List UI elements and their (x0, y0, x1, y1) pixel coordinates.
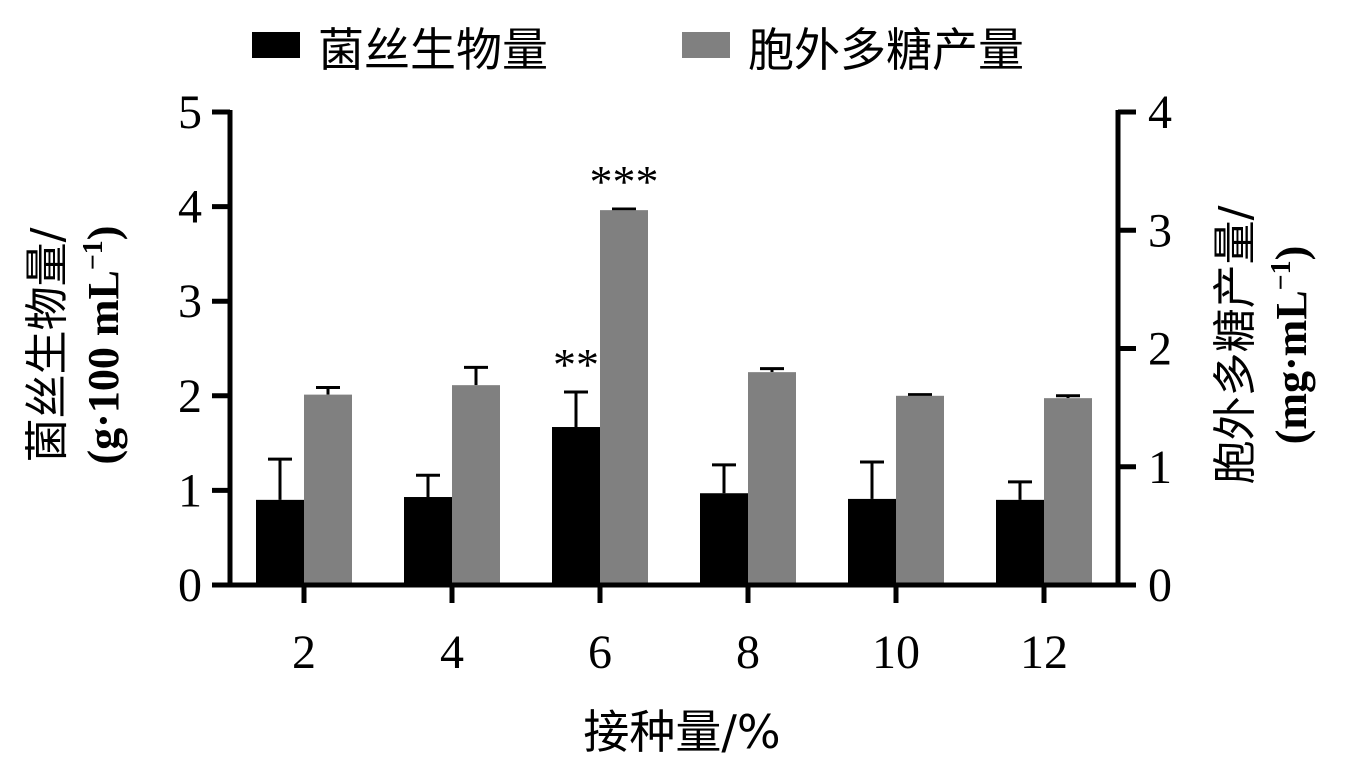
x-tick-label-10: 10 (872, 626, 920, 679)
legend-swatch-series-2 (682, 32, 730, 58)
y-left-tick-label-4: 4 (178, 181, 202, 234)
bar-s2-8 (748, 372, 796, 585)
y-right-tick-label-4: 4 (1148, 86, 1172, 139)
right-axis-title-line-1: 胞外多糖产量/ (1210, 205, 1261, 484)
x-tick-label-2: 2 (292, 626, 316, 679)
right-axis-title-line-2: (mg·mL−1) (1266, 246, 1316, 445)
significance-marker-s2-6: *** (590, 156, 659, 207)
bar-s2-6 (600, 210, 648, 585)
x-tick-label-8: 8 (736, 626, 760, 679)
y-left-tick-label-5: 5 (178, 86, 202, 139)
plot-area: ***** (256, 156, 1092, 585)
bar-s1-12 (996, 499, 1044, 585)
bar-s2-4 (452, 385, 500, 585)
y-left-tick-label-3: 3 (178, 275, 202, 328)
bar-s1-2 (256, 499, 304, 585)
bar-s2-2 (304, 394, 352, 585)
significance-marker-s1-6: ** (553, 339, 599, 390)
y-right-tick-label-1: 1 (1148, 441, 1172, 494)
bar-s2-10 (896, 395, 944, 585)
legend-label-series-1: 菌丝生物量 (318, 23, 548, 77)
left-axis-title: 菌丝生物量/ (g·100 mL−1) (22, 226, 128, 465)
y-right-tick-label-0: 0 (1148, 559, 1172, 612)
legend-label-series-2: 胞外多糖产量 (748, 23, 1024, 77)
x-tick-label-6: 6 (588, 626, 612, 679)
y-right-tick-label-3: 3 (1148, 204, 1172, 257)
bar-s1-10 (848, 498, 896, 585)
right-axis-title: 胞外多糖产量/ (mg·mL−1) (1210, 205, 1316, 484)
y-left-tick-label-1: 1 (178, 464, 202, 517)
legend-swatch-series-1 (252, 32, 300, 58)
bar-s1-4 (404, 497, 452, 585)
bar-s1-8 (700, 493, 748, 585)
bar-s1-6 (552, 427, 600, 585)
y-left-tick-label-2: 2 (178, 370, 202, 423)
x-axis-title: 接种量/% (583, 705, 780, 759)
legend: 菌丝生物量 胞外多糖产量 (252, 23, 1024, 77)
left-axis-title-line-2: (g·100 mL−1) (78, 226, 128, 465)
left-axis-title-line-1: 菌丝生物量/ (22, 227, 73, 462)
x-tick-label-4: 4 (440, 626, 464, 679)
bar-s2-12 (1044, 398, 1092, 585)
y-left-tick-label-0: 0 (178, 559, 202, 612)
x-tick-label-12: 12 (1020, 626, 1068, 679)
y-right-tick-label-2: 2 (1148, 323, 1172, 376)
